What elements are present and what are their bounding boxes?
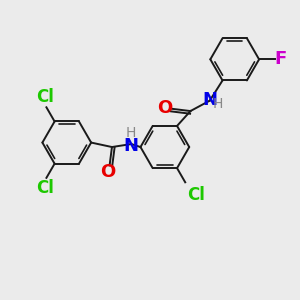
Text: Cl: Cl	[36, 88, 54, 106]
Text: F: F	[275, 50, 287, 68]
Text: Cl: Cl	[187, 186, 205, 204]
Text: H: H	[126, 127, 136, 140]
Text: O: O	[100, 163, 116, 181]
Text: O: O	[157, 99, 172, 117]
Text: Cl: Cl	[36, 179, 54, 197]
Text: N: N	[203, 91, 218, 109]
Text: H: H	[213, 97, 223, 111]
Text: N: N	[124, 136, 139, 154]
